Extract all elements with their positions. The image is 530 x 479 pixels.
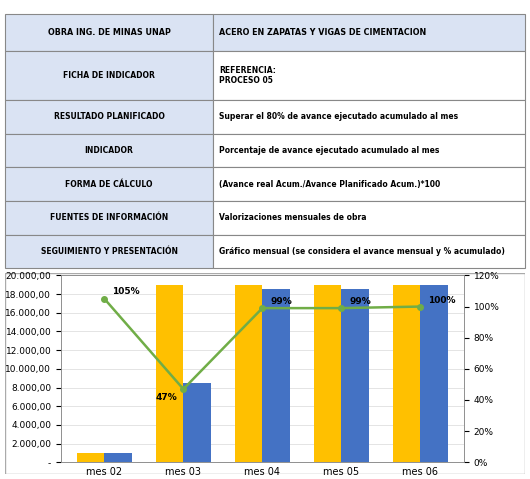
Bar	[77, 453, 104, 462]
% AVANCE MENSUAL ACUMULADO	[101, 296, 108, 302]
Bar	[393, 285, 420, 462]
Text: 100%: 100%	[428, 296, 456, 305]
% AVANCE MENSUAL ACUMULADO	[259, 305, 266, 311]
Text: FORMA DE CÁLCULO: FORMA DE CÁLCULO	[65, 180, 153, 189]
Text: REFERENCIA:
PROCESO 05: REFERENCIA: PROCESO 05	[219, 66, 276, 85]
Text: RESULTADO PLANIFICADO: RESULTADO PLANIFICADO	[54, 112, 165, 121]
Text: SEGUIMIENTO Y PRESENTACIÓN: SEGUIMIENTO Y PRESENTACIÓN	[41, 247, 178, 256]
Text: (Avance real Acum./Avance Planificado Acum.)*100: (Avance real Acum./Avance Planificado Ac…	[219, 180, 440, 189]
% AVANCE MENSUAL ACUMULADO	[338, 305, 344, 311]
Bar	[5, 167, 213, 201]
Text: Valorizaciones mensuales de obra: Valorizaciones mensuales de obra	[219, 213, 367, 222]
Text: Superar el 80% de avance ejecutado acumulado al mes: Superar el 80% de avance ejecutado acumu…	[219, 112, 458, 121]
Bar	[5, 14, 213, 51]
Bar	[5, 134, 213, 167]
Text: ACERO EN ZAPATAS Y VIGAS DE CIMENTACION: ACERO EN ZAPATAS Y VIGAS DE CIMENTACION	[219, 28, 427, 37]
Text: FICHA DE INDICADOR: FICHA DE INDICADOR	[63, 71, 155, 80]
Bar	[213, 14, 525, 51]
Bar	[213, 134, 525, 167]
Bar	[314, 285, 341, 462]
Bar	[213, 201, 525, 235]
Bar	[213, 51, 525, 100]
Bar	[213, 167, 525, 201]
Text: Gráfico mensual (se considera el avance mensual y % acumulado): Gráfico mensual (se considera el avance …	[219, 247, 505, 256]
Text: 99%: 99%	[270, 297, 292, 306]
Bar	[156, 285, 183, 462]
Bar	[341, 289, 369, 462]
Text: INDICADOR: INDICADOR	[85, 146, 134, 155]
Text: 99%: 99%	[349, 297, 371, 306]
Bar	[183, 383, 211, 462]
Bar	[420, 285, 448, 462]
Text: 105%: 105%	[112, 287, 140, 296]
Text: Porcentaje de avance ejecutado acumulado al mes: Porcentaje de avance ejecutado acumulado…	[219, 146, 440, 155]
% AVANCE MENSUAL ACUMULADO	[417, 304, 423, 309]
Line: % AVANCE MENSUAL ACUMULADO: % AVANCE MENSUAL ACUMULADO	[102, 296, 423, 392]
Bar	[262, 289, 290, 462]
Bar	[5, 201, 213, 235]
Bar	[5, 100, 213, 134]
Bar	[5, 235, 213, 268]
Bar	[104, 453, 132, 462]
Bar	[213, 235, 525, 268]
Bar	[5, 51, 213, 100]
Text: OBRA ING. DE MINAS UNAP: OBRA ING. DE MINAS UNAP	[48, 28, 171, 37]
Text: FUENTES DE INFORMACIÓN: FUENTES DE INFORMACIÓN	[50, 213, 169, 222]
Bar	[235, 285, 262, 462]
Bar	[213, 100, 525, 134]
Text: 47%: 47%	[156, 393, 178, 402]
% AVANCE MENSUAL ACUMULADO	[180, 386, 187, 392]
